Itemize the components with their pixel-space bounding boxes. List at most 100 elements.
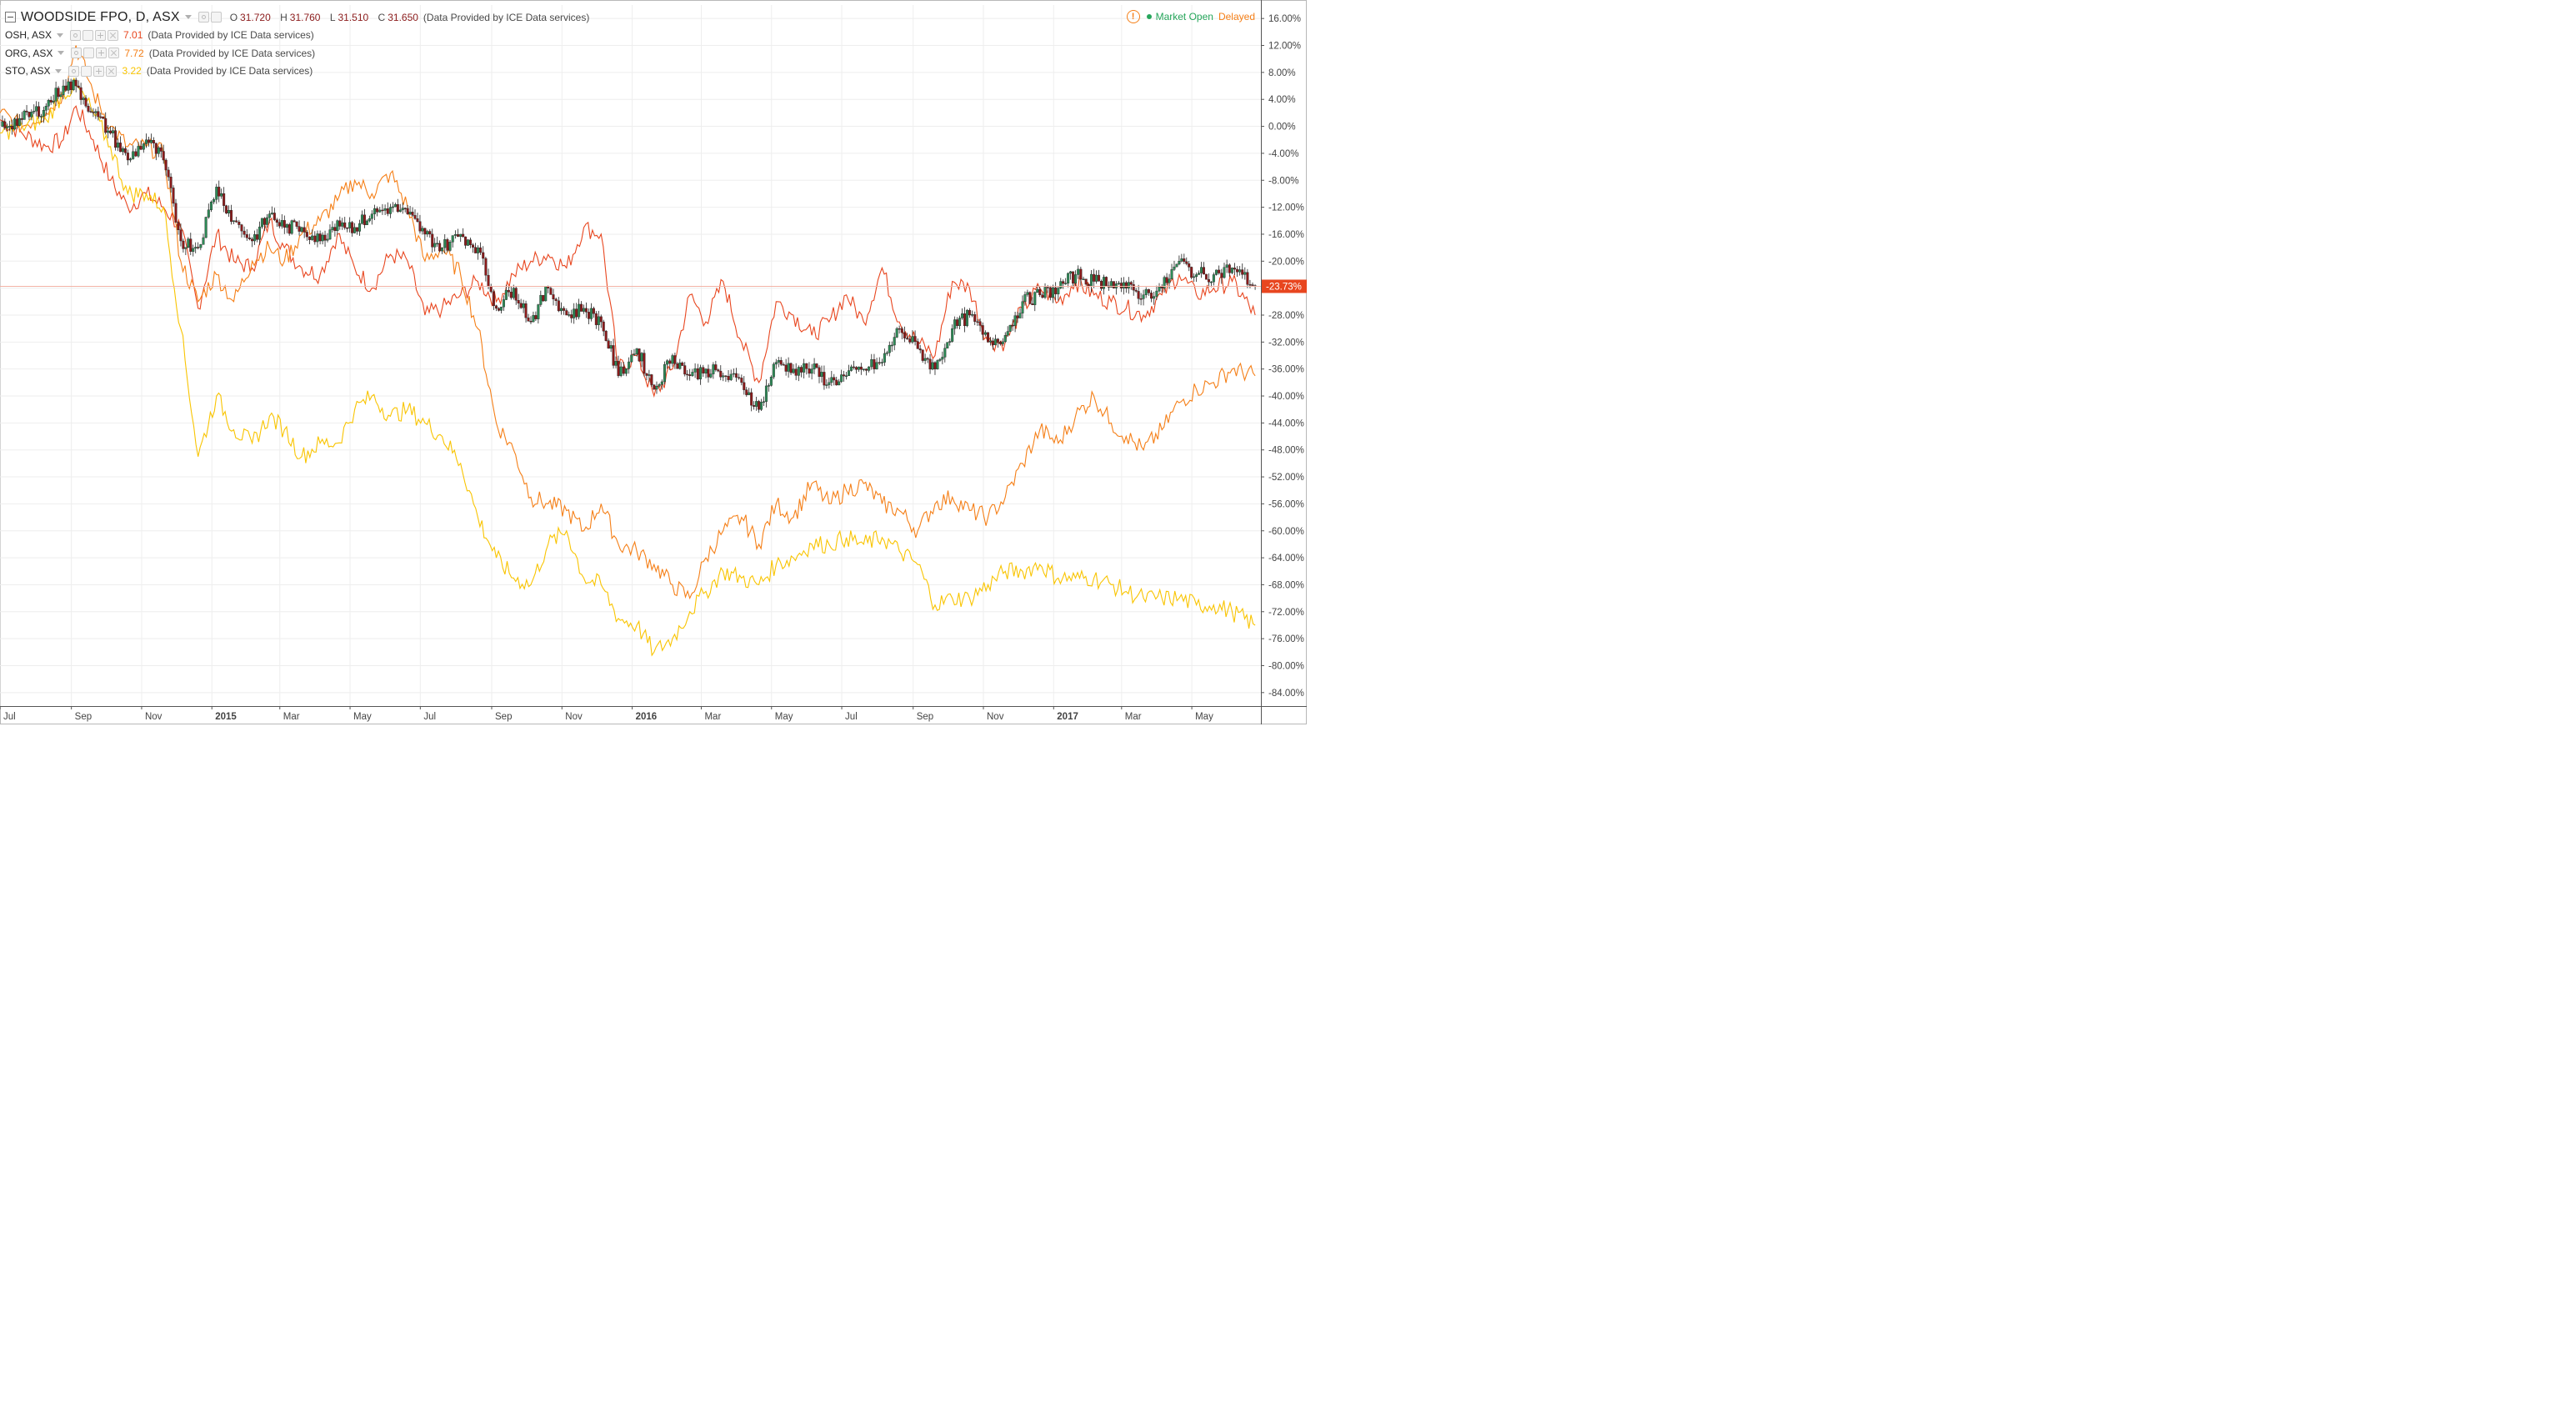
eye-icon[interactable]: [71, 48, 83, 59]
candle-body: [20, 118, 23, 120]
candle-body: [179, 229, 183, 242]
close-icon[interactable]: [108, 48, 120, 59]
candle-body: [126, 153, 129, 161]
candle-body: [630, 354, 633, 363]
candle-body: [167, 169, 170, 178]
candle-body: [54, 88, 58, 102]
candle-body: [981, 325, 984, 335]
candle-body: [169, 177, 173, 188]
candle-body: [918, 348, 922, 351]
candle-body: [433, 243, 437, 248]
candle-body: [813, 363, 816, 369]
candle-body: [740, 378, 743, 383]
eye-icon[interactable]: [68, 65, 80, 77]
candle-body: [575, 308, 578, 318]
candle-body: [1212, 274, 1215, 283]
candle-body: [686, 373, 689, 376]
candle-body: [44, 106, 48, 111]
candle-body: [386, 208, 389, 214]
eye-icon[interactable]: [198, 12, 209, 23]
plus-icon[interactable]: [93, 65, 105, 77]
candle-body: [1165, 277, 1168, 283]
candle-body: [243, 230, 246, 235]
candle-body: [735, 373, 738, 378]
x-tick-label: Nov: [565, 712, 583, 722]
candle-body: [1207, 278, 1210, 283]
candle-body: [509, 292, 513, 298]
candle-body: [1119, 283, 1123, 288]
candle-body: [311, 235, 314, 240]
candle-body: [1195, 274, 1198, 278]
candle-body: [443, 239, 447, 248]
x-tick-label: 2016: [636, 712, 658, 722]
chevron-down-icon[interactable]: [184, 15, 192, 20]
candle-body: [658, 384, 661, 387]
candle-body: [1158, 286, 1161, 292]
candle-body: [583, 308, 586, 312]
candle-body: [794, 368, 798, 376]
candle-body: [537, 304, 540, 319]
y-tick-label: -72.00%: [1268, 608, 1304, 618]
candle-body: [446, 239, 449, 251]
close-label: C: [378, 11, 386, 23]
chevron-down-icon[interactable]: [57, 33, 64, 38]
legend-row-org[interactable]: ORG, ASX 7.72 (Data Provided by ICE Data…: [5, 44, 589, 63]
close-icon[interactable]: [108, 29, 119, 41]
chevron-down-icon[interactable]: [58, 51, 65, 56]
compare-symbol[interactable]: OSH, ASX: [5, 29, 53, 42]
candle-body: [527, 317, 530, 322]
candle-body: [1185, 261, 1188, 264]
candle-body: [745, 389, 748, 395]
settings-icon[interactable]: [83, 48, 95, 59]
candle-body: [232, 220, 235, 222]
candle-body: [704, 368, 708, 373]
candle-body: [818, 367, 821, 377]
main-symbol[interactable]: WOODSIDE FPO, D, ASX: [21, 9, 180, 24]
chevron-down-icon[interactable]: [55, 68, 63, 73]
candle-body: [323, 234, 327, 241]
candle-body: [587, 312, 590, 319]
chart[interactable]: 16.00% 12.00% 8.00% 4.00% 0.00% -4.00% -8.00% -…: [0, 0, 1307, 724]
settings-icon[interactable]: [210, 12, 222, 23]
candle-body: [1079, 268, 1083, 280]
candle-body: [283, 220, 286, 228]
candle-body: [965, 309, 968, 327]
candle-body: [30, 112, 33, 118]
candle-body: [393, 204, 397, 208]
plus-icon[interactable]: [95, 29, 107, 41]
candle-body: [117, 143, 120, 148]
plus-icon[interactable]: [96, 48, 108, 59]
candle-body: [696, 368, 699, 379]
candle-body: [852, 366, 855, 368]
candle-body: [99, 116, 103, 118]
candle-body: [11, 126, 14, 130]
candle-body: [604, 330, 608, 341]
candle-body: [104, 118, 108, 133]
compare-symbol[interactable]: ORG, ASX: [5, 47, 53, 59]
delayed-label[interactable]: Delayed: [1218, 11, 1255, 23]
settings-icon[interactable]: [81, 65, 93, 77]
compare-symbol[interactable]: STO, ASX: [5, 65, 51, 78]
candle-body: [1077, 268, 1080, 275]
close-icon[interactable]: [106, 65, 118, 77]
x-tick-label: Sep: [75, 712, 92, 722]
legend-main-row[interactable]: WOODSIDE FPO, D, ASX O 31.720 H 31.760 L 31…: [5, 8, 589, 27]
candle-body: [911, 336, 914, 343]
settings-icon[interactable]: [83, 29, 94, 41]
candle-body: [928, 358, 932, 370]
candle-body: [1200, 267, 1203, 273]
candle-body: [833, 377, 836, 381]
low-value: 31.510: [338, 11, 369, 23]
candle-body: [815, 363, 818, 368]
candle-body: [38, 106, 41, 117]
candle-body: [207, 209, 210, 218]
warning-icon[interactable]: !: [1126, 10, 1140, 23]
legend-row-sto[interactable]: STO, ASX 3.22 (Data Provided by ICE Data…: [5, 63, 589, 81]
candle-body: [1144, 288, 1148, 295]
collapse-icon[interactable]: [5, 12, 16, 23]
candle-body: [209, 201, 213, 211]
eye-icon[interactable]: [70, 29, 82, 41]
legend-row-osh[interactable]: OSH, ASX 7.01 (Data Provided by ICE Data…: [5, 27, 589, 45]
candle-body: [59, 94, 63, 98]
candle-body: [774, 362, 778, 365]
